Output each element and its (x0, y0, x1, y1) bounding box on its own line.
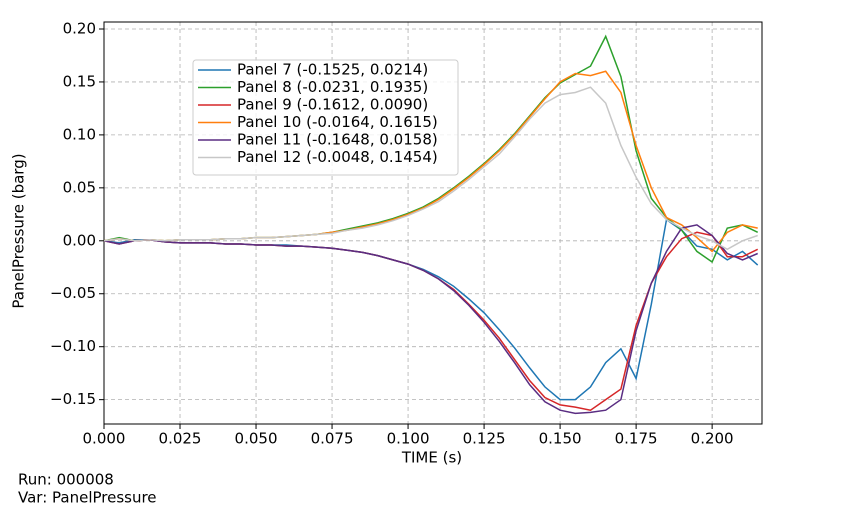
y-tick-label: 0.15 (63, 72, 96, 90)
legend-label: Panel 11 (-0.1648, 0.0158) (237, 131, 438, 149)
footer-var: Var: PanelPressure (18, 489, 157, 507)
legend-label: Panel 12 (-0.0048, 0.1454) (237, 148, 438, 166)
y-axis-label: PanelPressure (barg) (10, 153, 28, 308)
series-line (103, 86, 758, 251)
legend-label: Panel 7 (-0.1525, 0.0214) (237, 61, 428, 79)
x-tick-label: 0.125 (463, 430, 506, 448)
x-tick-label: 0.075 (311, 430, 354, 448)
y-tick-label: 0.10 (63, 125, 96, 143)
legend-label: Panel 8 (-0.0231, 0.1935) (237, 78, 428, 96)
x-tick-label: 0.200 (691, 430, 734, 448)
x-tick-label: 0.100 (387, 430, 430, 448)
x-tick-label: 0.175 (615, 430, 658, 448)
series-line (103, 224, 758, 415)
y-tick-label: −0.05 (50, 284, 96, 302)
x-tick-label: 0.025 (159, 430, 202, 448)
y-tick-label: 0.00 (63, 231, 96, 249)
y-tick-label: 0.20 (63, 19, 96, 37)
x-axis-label: TIME (s) (401, 449, 462, 467)
x-tick-label: 0.000 (83, 430, 126, 448)
y-tick-label: −0.10 (50, 337, 96, 355)
y-tick-label: 0.05 (63, 178, 96, 196)
x-tick-label: 0.150 (539, 430, 582, 448)
series-line (103, 218, 759, 401)
x-tick-label: 0.050 (235, 430, 278, 448)
y-tick-label: −0.15 (50, 390, 96, 408)
legend-label: Panel 10 (-0.0164, 0.1615) (237, 113, 438, 131)
footer-run: Run: 000008 (18, 471, 114, 489)
plot-frame (103, 21, 763, 425)
legend-box (192, 59, 459, 176)
legend-label: Panel 9 (-0.1612, 0.0090) (237, 96, 428, 114)
